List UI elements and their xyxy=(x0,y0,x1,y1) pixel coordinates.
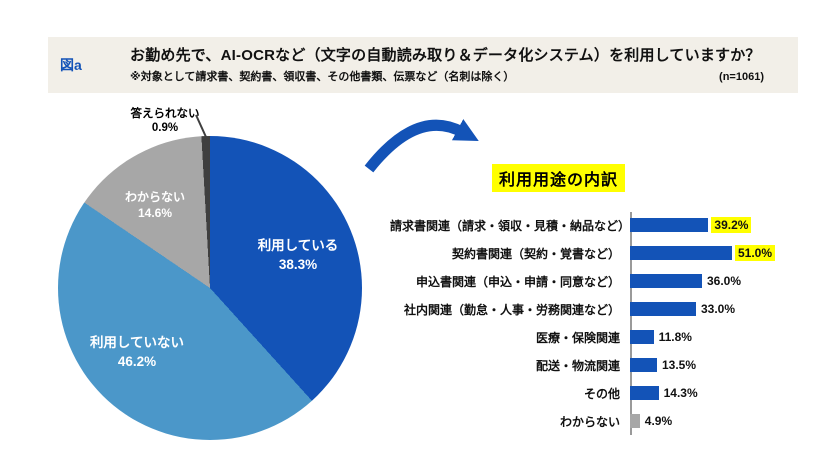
pie-label-no-answer: 答えられない 0.9% xyxy=(104,107,226,135)
bar-chart: 請求書関連（請求・領収・見積・納品など） 39.2% 契約書関連（契約・覚書など） 5… xyxy=(390,211,835,435)
bar xyxy=(630,246,732,260)
pie-slice-value: 46.2% xyxy=(117,354,157,369)
bar-chart-title: 利用用途の内訳 xyxy=(492,164,626,192)
bar-category-label: 社内関連（勤怠・人事・労務関連など） xyxy=(403,302,620,317)
bar-category-label: 請求書関連（請求・領収・見積・納品など） xyxy=(390,218,631,233)
bar-value-label: 51.0% xyxy=(735,245,776,261)
bar-value-label: 11.8% xyxy=(658,330,692,344)
pie-slice-label: 答えられない xyxy=(130,108,200,120)
bar-category-label: 配送・物流関連 xyxy=(535,358,620,373)
pie-slice-value: 14.6% xyxy=(137,206,173,220)
bar-value-label: 14.3% xyxy=(663,386,698,400)
bar-category-label: 契約書関連（契約・覚書など） xyxy=(451,246,620,261)
pie-slice-label: 利用している xyxy=(257,238,339,253)
pie-slice-label: わからない xyxy=(124,190,185,204)
bar-value-label: 13.5% xyxy=(662,358,697,372)
pie-label-not-using: 利用していない 46.2% xyxy=(76,333,198,371)
bar-value-label: 4.9% xyxy=(644,414,673,428)
bar-row: 契約書関連（契約・覚書など） 51.0% xyxy=(390,239,835,267)
bar xyxy=(630,358,657,372)
question-note-row: ※対象として請求書、契約書、領収書、その他書類、伝票など（名刺は除く） (n=1… xyxy=(130,68,764,84)
question-text-block: お勤め先で、AI-OCRなど（文字の自動読み取り＆データ化システム）を利用してい… xyxy=(130,46,798,84)
bar xyxy=(630,274,702,288)
bar-category-label: その他 xyxy=(583,386,620,401)
pie-chart xyxy=(58,136,362,440)
bar xyxy=(630,386,659,400)
bar-row: 配送・物流関連 13.5% xyxy=(390,351,835,379)
pie-slice-value: 38.3% xyxy=(278,257,318,272)
bar-row: わからない 4.9% xyxy=(390,407,835,435)
bar-category-label: 医療・保険関連 xyxy=(535,330,620,345)
bar-chart-axis xyxy=(630,212,632,435)
bar-area: 14.3% xyxy=(630,386,698,400)
bar xyxy=(630,330,654,344)
bar-row: 申込書関連（申込・申請・同意など） 36.0% xyxy=(390,267,835,295)
bar-area: 4.9% xyxy=(630,414,672,428)
pie-label-dont-know: わからない 14.6% xyxy=(94,189,216,221)
bar-area: 11.8% xyxy=(630,330,692,344)
question-header: 図a お勤め先で、AI-OCRなど（文字の自動読み取り＆データ化システム）を利用… xyxy=(48,37,798,93)
bar xyxy=(630,302,696,316)
question-note: ※対象として請求書、契約書、領収書、その他書類、伝票など（名刺は除く） xyxy=(130,71,515,83)
figure-label: 図a xyxy=(60,57,82,73)
bar-category-label: わからない xyxy=(559,414,620,429)
bar-row: 請求書関連（請求・領収・見積・納品など） 39.2% xyxy=(390,211,835,239)
bar-area: 39.2% xyxy=(630,217,752,233)
bar-category-label: 申込書関連（申込・申請・同意など） xyxy=(415,274,620,289)
bar-value-label: 39.2% xyxy=(711,217,752,233)
bar xyxy=(630,218,709,232)
pie-label-using: 利用している 38.3% xyxy=(237,236,359,274)
bar-value-label: 36.0% xyxy=(707,274,742,288)
pie-slice-value: 0.9% xyxy=(151,122,179,134)
bar-area: 13.5% xyxy=(630,358,696,372)
sample-size: (n=1061) xyxy=(719,71,764,83)
bar-row: 社内関連（勤怠・人事・労務関連など） 33.0% xyxy=(390,295,835,323)
bar-row: 医療・保険関連 11.8% xyxy=(390,323,835,351)
curved-arrow-icon xyxy=(364,119,479,173)
bar-area: 51.0% xyxy=(630,245,776,261)
bar-area: 33.0% xyxy=(630,302,735,316)
bar xyxy=(630,414,640,428)
question-title: お勤め先で、AI-OCRなど（文字の自動読み取り＆データ化システム）を利用してい… xyxy=(130,47,761,64)
bar-area: 36.0% xyxy=(630,274,741,288)
pie-slice-label: 利用していない xyxy=(89,335,185,350)
bar-value-label: 33.0% xyxy=(701,302,736,316)
bar-row: その他 14.3% xyxy=(390,379,835,407)
